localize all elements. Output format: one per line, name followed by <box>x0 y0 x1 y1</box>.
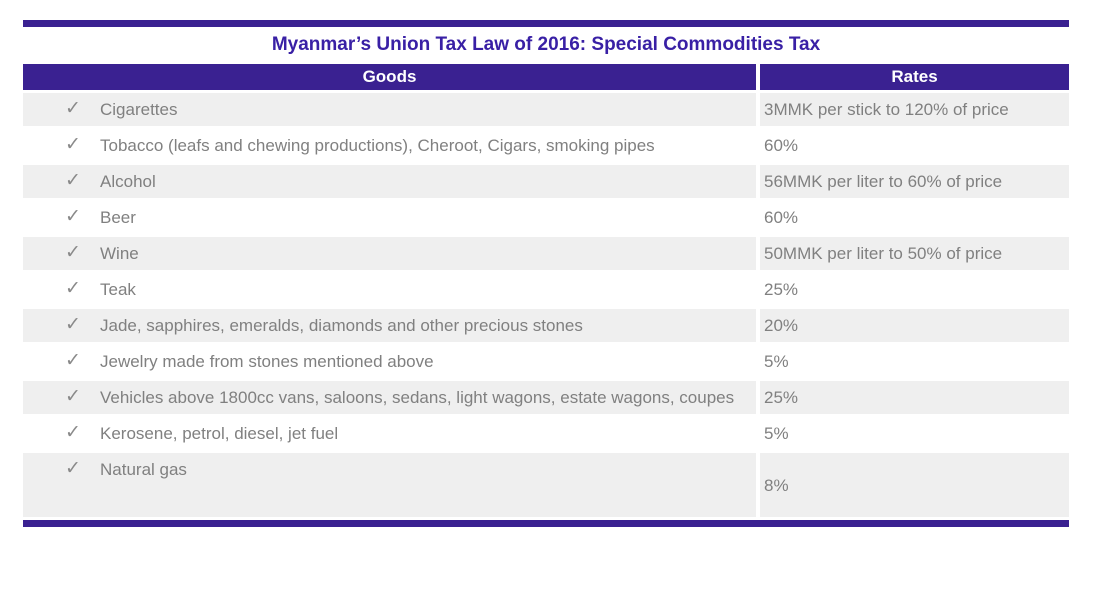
goods-label: Natural gas <box>100 460 187 479</box>
column-header-goods: Goods <box>23 64 756 90</box>
goods-label: Wine <box>100 244 139 263</box>
goods-label: Beer <box>100 208 136 227</box>
goods-label: Tobacco (leafs and chewing productions),… <box>100 136 655 155</box>
goods-cell: ✓ Beer <box>23 201 756 234</box>
goods-cell: ✓ Natural gas <box>23 453 756 517</box>
checkmark-icon: ✓ <box>65 134 81 155</box>
checkmark-icon: ✓ <box>65 170 81 191</box>
goods-label: Alcohol <box>100 172 156 191</box>
goods-label: Cigarettes <box>100 100 178 119</box>
rate-value: 20% <box>756 309 1069 342</box>
rate-value: 5% <box>756 417 1069 450</box>
table-row: ✓ Natural gas 8% <box>23 453 1069 517</box>
goods-cell: ✓ Alcohol <box>23 165 756 198</box>
checkmark-icon: ✓ <box>65 422 81 443</box>
goods-label: Jewelry made from stones mentioned above <box>100 352 434 371</box>
table-row: ✓ Cigarettes 3MMK per stick to 120% of pri… <box>23 93 1069 126</box>
table-row: ✓ Alcohol 56MMK per liter to 60% of price <box>23 165 1069 198</box>
bottom-divider-bar <box>23 520 1069 527</box>
checkmark-icon: ✓ <box>65 386 81 407</box>
goods-cell: ✓ Jewelry made from stones mentioned abov… <box>23 345 756 378</box>
rate-value: 60% <box>756 201 1069 234</box>
table-row: ✓ Kerosene, petrol, diesel, jet fuel 5% <box>23 417 1069 450</box>
checkmark-icon: ✓ <box>65 314 81 335</box>
goods-label: Teak <box>100 280 136 299</box>
table-row: ✓ Jade, sapphires, emeralds, diamonds and… <box>23 309 1069 342</box>
checkmark-icon: ✓ <box>65 350 81 371</box>
rate-value: 25% <box>756 381 1069 414</box>
table-row: ✓ Jewelry made from stones mentioned abov… <box>23 345 1069 378</box>
goods-label: Vehicles above 1800cc vans, saloons, sed… <box>100 388 735 407</box>
rate-value: 60% <box>756 129 1069 162</box>
goods-cell: ✓ Kerosene, petrol, diesel, jet fuel <box>23 417 756 450</box>
rate-value: 3MMK per stick to 120% of price <box>756 93 1069 126</box>
table-row: ✓ Wine 50MMK per liter to 50% of price <box>23 237 1069 270</box>
rate-value: 25% <box>756 273 1069 306</box>
rate-value: 8% <box>756 453 1069 517</box>
commodities-tax-table: Goods Rates ✓ Cigarettes 3MMK per stick to… <box>23 61 1069 520</box>
table-row: ✓ Beer 60% <box>23 201 1069 234</box>
checkmark-icon: ✓ <box>65 458 81 479</box>
checkmark-icon: ✓ <box>65 98 81 119</box>
table-header-row: Goods Rates <box>23 64 1069 90</box>
top-divider-bar <box>23 20 1069 27</box>
goods-cell: ✓ Vehicles above 1800cc vans, saloons, se… <box>23 381 756 414</box>
rate-value: 5% <box>756 345 1069 378</box>
page-title: Myanmar’s Union Tax Law of 2016: Special… <box>271 34 821 55</box>
goods-cell: ✓ Teak <box>23 273 756 306</box>
goods-label: Kerosene, petrol, diesel, jet fuel <box>100 424 339 443</box>
goods-cell: ✓ Wine <box>23 237 756 270</box>
rate-value: 56MMK per liter to 60% of price <box>756 165 1069 198</box>
table-row: ✓ Vehicles above 1800cc vans, saloons, se… <box>23 381 1069 414</box>
goods-cell: ✓ Tobacco (leafs and chewing productions)… <box>23 129 756 162</box>
checkmark-icon: ✓ <box>65 278 81 299</box>
rate-value: 50MMK per liter to 50% of price <box>756 237 1069 270</box>
table-row: ✓ Teak 25% <box>23 273 1069 306</box>
goods-label: Jade, sapphires, emeralds, diamonds and … <box>100 316 583 335</box>
column-header-rates: Rates <box>756 64 1069 90</box>
table-body: ✓ Cigarettes 3MMK per stick to 120% of pri… <box>23 93 1069 517</box>
goods-cell: ✓ Cigarettes <box>23 93 756 126</box>
checkmark-icon: ✓ <box>65 206 81 227</box>
goods-cell: ✓ Jade, sapphires, emeralds, diamonds and… <box>23 309 756 342</box>
checkmark-icon: ✓ <box>65 242 81 263</box>
table-row: ✓ Tobacco (leafs and chewing productions)… <box>23 129 1069 162</box>
page: Myanmar’s Union Tax Law of 2016: Special… <box>23 20 1069 527</box>
